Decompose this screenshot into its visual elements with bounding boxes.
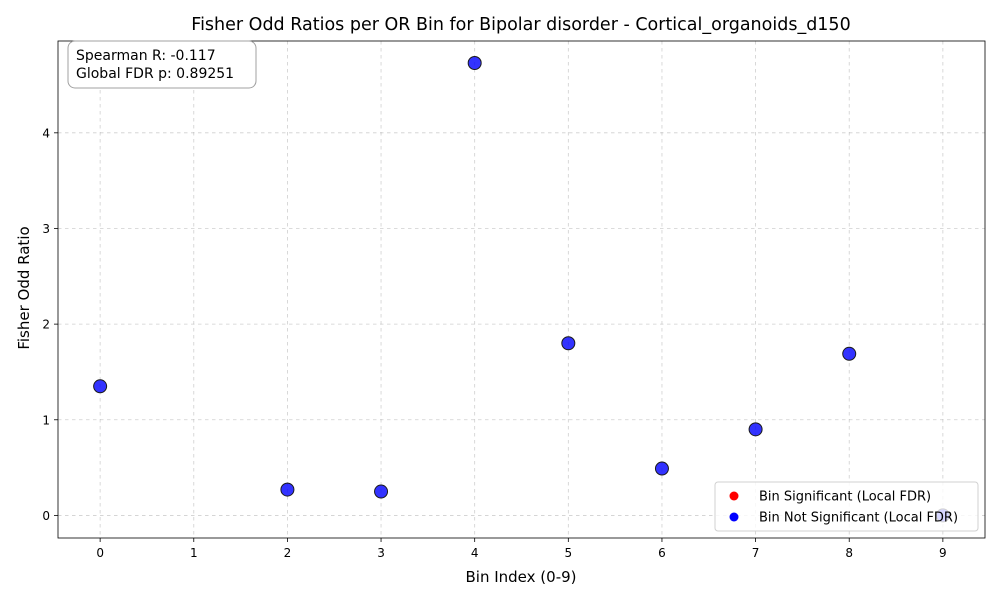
y-axis-label: Fisher Odd Ratio bbox=[15, 226, 33, 349]
x-tick-label: 6 bbox=[658, 546, 666, 560]
y-tick-label: 2 bbox=[42, 318, 50, 332]
x-tick-label: 8 bbox=[845, 546, 853, 560]
plot-frame bbox=[57, 40, 986, 539]
x-tick-label: 3 bbox=[377, 546, 385, 560]
grid-lines bbox=[58, 41, 985, 538]
legend-marker-significant bbox=[729, 491, 739, 501]
legend-label-not-significant: Bin Not Significant (Local FDR) bbox=[759, 511, 958, 526]
axis-ticks: 0 1 2 3 4 5 6 7 8 9 0 1 2 3 4 bbox=[42, 126, 946, 560]
annotation-line-spearman: Spearman R: -0.117 bbox=[76, 48, 216, 64]
data-point bbox=[842, 346, 857, 361]
x-tick-label: 4 bbox=[471, 546, 479, 560]
x-tick-label: 9 bbox=[939, 546, 947, 560]
x-tick-label: 1 bbox=[190, 546, 198, 560]
data-point bbox=[280, 482, 295, 497]
data-point bbox=[748, 422, 763, 437]
stats-annotation: Spearman R: -0.117 Global FDR p: 0.89251 bbox=[67, 40, 257, 89]
annotation-frame bbox=[67, 40, 257, 89]
y-tick-label: 1 bbox=[42, 413, 50, 427]
x-tick-label: 7 bbox=[752, 546, 760, 560]
legend-frame bbox=[714, 481, 979, 532]
legend-label-significant: Bin Significant (Local FDR) bbox=[759, 490, 931, 505]
data-point bbox=[467, 55, 482, 70]
data-point bbox=[93, 379, 108, 394]
data-point bbox=[561, 336, 576, 351]
x-axis-label: Bin Index (0-9) bbox=[466, 568, 577, 586]
legend: Bin Significant (Local FDR) Bin Not Sign… bbox=[714, 481, 979, 532]
x-tick-label: 5 bbox=[564, 546, 572, 560]
chart-title: Fisher Odd Ratios per OR Bin for Bipolar… bbox=[191, 15, 850, 35]
data-point bbox=[654, 461, 669, 476]
x-tick-label: 2 bbox=[284, 546, 292, 560]
annotation-line-fdr: Global FDR p: 0.89251 bbox=[76, 66, 234, 82]
y-tick-label: 4 bbox=[42, 126, 50, 140]
y-tick-label: 0 bbox=[42, 509, 50, 523]
legend-marker-not-significant bbox=[729, 512, 739, 522]
x-tick-label: 0 bbox=[96, 546, 104, 560]
data-point bbox=[374, 484, 389, 499]
y-tick-label: 3 bbox=[42, 222, 50, 236]
